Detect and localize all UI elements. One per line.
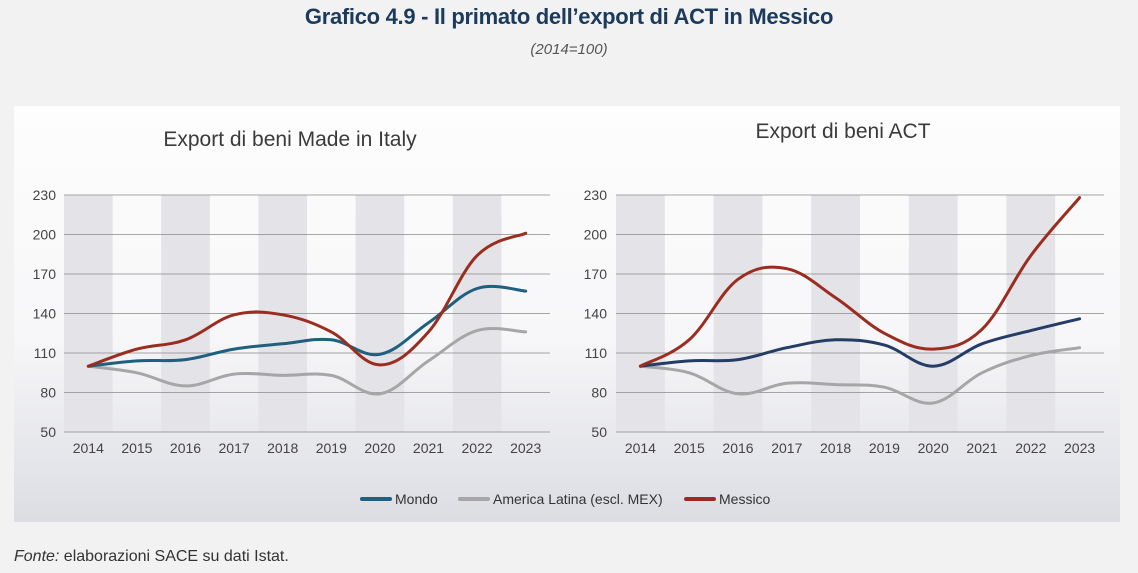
y-tick-label: 200 xyxy=(33,227,57,243)
y-tick-label: 50 xyxy=(591,424,607,440)
y-tick-label: 170 xyxy=(33,266,57,282)
source-text: elaborazioni SACE su dati Istat. xyxy=(59,548,289,565)
series-line-mondo xyxy=(86,284,528,368)
legend-item-label: Mondo xyxy=(395,491,438,507)
page-title: Grafico 4.9 - Il primato dell’export di … xyxy=(304,4,834,29)
series-line-mondo xyxy=(638,317,1082,368)
y-tick-label: 230 xyxy=(584,187,608,203)
x-tick-label: 2018 xyxy=(267,440,298,456)
y-tick-label: 200 xyxy=(584,227,608,243)
x-tick-label: 2014 xyxy=(73,440,104,456)
x-tick-label: 2020 xyxy=(918,440,949,456)
series-line-america-latina xyxy=(638,346,1082,405)
y-tick-label: 230 xyxy=(33,187,57,203)
legend-item-label: Messico xyxy=(719,491,771,507)
y-tick-label: 110 xyxy=(585,345,608,361)
x-tick-label: 2019 xyxy=(869,440,900,456)
x-tick-label: 2015 xyxy=(121,440,152,456)
series-line-messico xyxy=(638,196,1082,368)
y-tick-label: 50 xyxy=(40,424,56,440)
y-tick-label: 80 xyxy=(40,385,56,401)
page-subtitle: (2014=100) xyxy=(530,41,608,58)
x-tick-label: 2014 xyxy=(625,440,656,456)
x-tick-label: 2023 xyxy=(1064,440,1095,456)
legend-item-label: America Latina (escl. MEX) xyxy=(493,491,663,507)
x-tick-label: 2018 xyxy=(820,440,851,456)
series-line-america-latina xyxy=(86,327,528,396)
y-tick-label: 140 xyxy=(584,306,608,322)
x-tick-label: 2022 xyxy=(462,440,493,456)
x-tick-label: 2015 xyxy=(674,440,705,456)
x-tick-label: 2017 xyxy=(219,440,250,456)
chart-title: Export di beni ACT xyxy=(755,120,930,143)
y-tick-label: 110 xyxy=(34,345,57,361)
chart-2: 230 200 170 140 110 80 50 2014 2015 2016 2017 2018 2… xyxy=(584,120,1104,456)
y-tick-label: 80 xyxy=(591,385,607,401)
source-label: Fonte: xyxy=(14,548,60,565)
x-tick-label: 2016 xyxy=(722,440,753,456)
x-tick-label: 2022 xyxy=(1015,440,1046,456)
legend: Mondo America Latina (escl. MEX) Messico xyxy=(360,491,771,507)
x-tick-label: 2021 xyxy=(966,440,997,456)
x-tick-label: 2019 xyxy=(316,440,347,456)
source-note: Fonte: elaborazioni SACE su dati Istat. xyxy=(14,548,289,566)
chart-title: Export di beni Made in Italy xyxy=(163,128,417,151)
x-tick-label: 2016 xyxy=(170,440,201,456)
x-tick-label: 2020 xyxy=(364,440,395,456)
series-line-messico xyxy=(86,231,528,368)
chart-1: 230 200 170 140 110 80 50 2014 2015 2016 2017 2018 2… xyxy=(33,128,550,456)
x-tick-label: 2017 xyxy=(771,440,802,456)
x-tick-label: 2021 xyxy=(413,440,444,456)
y-tick-label: 140 xyxy=(33,306,57,322)
y-tick-label: 170 xyxy=(584,266,608,282)
x-tick-label: 2023 xyxy=(510,440,541,456)
